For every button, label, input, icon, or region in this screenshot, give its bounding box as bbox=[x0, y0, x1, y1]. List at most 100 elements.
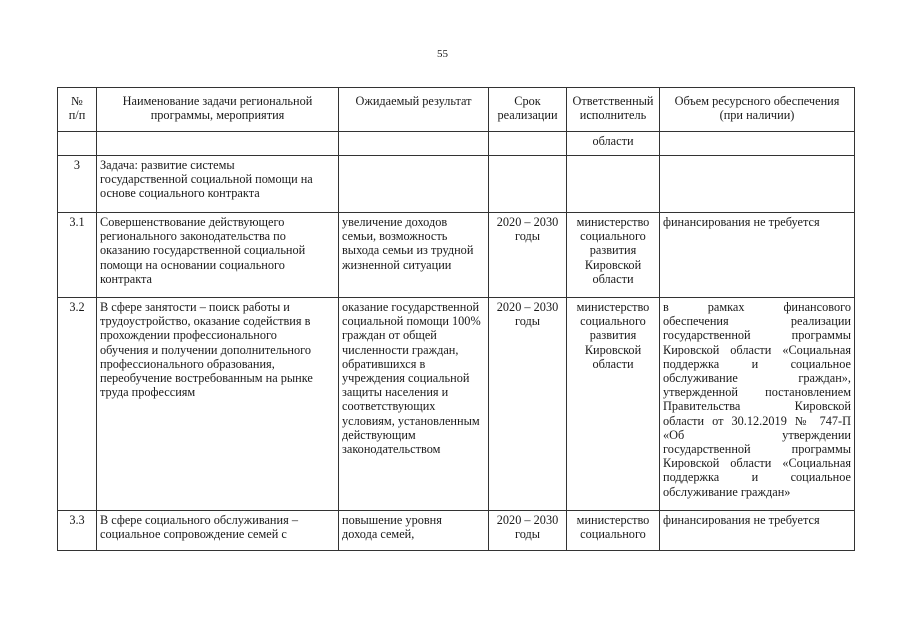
cell-text-line: министерство bbox=[576, 215, 650, 229]
cell-text-line: (при наличии) bbox=[719, 108, 795, 123]
cell-text-line: программы, мероприятия bbox=[150, 108, 285, 123]
cell-expected-result: увеличение доходов семьи, возможность выхо… bbox=[338, 212, 489, 298]
cell-text-line: Срок bbox=[514, 94, 541, 108]
cell-text-line: действующим bbox=[342, 427, 416, 442]
cell-text-line: условиям, установленным bbox=[342, 413, 480, 428]
cell-number: 3.1 bbox=[57, 212, 97, 298]
cell-text-line: реализации bbox=[497, 108, 558, 123]
cell-text-line: граждан от общей bbox=[342, 328, 437, 343]
cell-text-line: социальной помощи 100% bbox=[342, 314, 481, 329]
header-number: № п/п bbox=[57, 87, 97, 132]
header-expected-result: Ожидаемый результат bbox=[338, 87, 489, 132]
cell-text-line: 3.1 bbox=[69, 215, 85, 229]
cell-number: 3.3 bbox=[57, 510, 97, 551]
cell-text-line: годы bbox=[514, 229, 541, 244]
cell-text-line: регионального законодательства по bbox=[100, 229, 286, 244]
cell-text-line: семьи, возможность bbox=[342, 229, 448, 244]
cell-text-line: прохождении профессионального bbox=[100, 328, 277, 343]
cell-text-line: труда профессиям bbox=[100, 385, 196, 400]
cell-term: 2020 – 2030 годы bbox=[488, 510, 567, 551]
cell-resources: финансирования не требуется bbox=[659, 510, 855, 551]
cell-task-name: В сфере социального обслуживания – социал… bbox=[96, 510, 339, 551]
cell-text-line: 3.3 bbox=[69, 513, 85, 527]
cell-text-line: области bbox=[592, 134, 634, 148]
cell-text-line: 2020 – 2030 bbox=[496, 215, 559, 229]
cell-expected-result bbox=[338, 131, 489, 156]
cell-resources: финансирования не требуется bbox=[659, 212, 855, 298]
header-resources: Объем ресурсного обеспечения (при наличии… bbox=[659, 87, 855, 132]
cell-text-line: 2020 – 2030 bbox=[496, 513, 559, 527]
cell-expected-result: повышение уровня дохода семей, bbox=[338, 510, 489, 551]
cell-responsible: министерство социального bbox=[566, 510, 660, 551]
cell-expected-result bbox=[338, 155, 489, 213]
cell-text-line: соответствующих bbox=[342, 399, 436, 414]
cell-text-line: Правительства Кировской bbox=[663, 399, 851, 414]
cell-text-line: 3 bbox=[73, 158, 81, 172]
cell-text-line: помощи на основании социального bbox=[100, 257, 285, 272]
cell-text-line: поддержка и социальное bbox=[663, 470, 851, 485]
cell-text-line: учреждения социальной bbox=[342, 371, 470, 386]
cell-text-line: государственной программы bbox=[663, 328, 851, 343]
cell-text-line: министерство bbox=[576, 513, 650, 527]
table-row: области bbox=[57, 131, 855, 156]
cell-text-line: оказание государственной bbox=[342, 300, 480, 314]
cell-text-line: оказанию государственной социальной bbox=[100, 243, 306, 258]
cell-number: 3 bbox=[57, 155, 97, 213]
cell-text-line: 2020 – 2030 bbox=[496, 300, 559, 314]
cell-text-line: области bbox=[592, 356, 634, 371]
cell-text-line: № bbox=[71, 94, 83, 108]
cell-responsible bbox=[566, 155, 660, 213]
table-header-row: № п/п Наименование задачи региональной прог… bbox=[57, 87, 855, 132]
cell-text-line: численности граждан, bbox=[342, 342, 459, 357]
cell-term bbox=[488, 131, 567, 156]
cell-text-line: социального bbox=[580, 527, 646, 542]
cell-text-line: Задача: развитие системы bbox=[100, 158, 235, 172]
cell-text-line: дохода семей, bbox=[342, 527, 415, 542]
cell-task-name bbox=[96, 131, 339, 156]
header-task-name: Наименование задачи региональной программ… bbox=[96, 87, 339, 132]
cell-task-name: Совершенствование действующего региональн… bbox=[96, 212, 339, 298]
cell-text-line: контракта bbox=[100, 271, 153, 286]
cell-text-line: годы bbox=[514, 527, 541, 542]
cell-text-line: социального bbox=[580, 314, 646, 329]
cell-term bbox=[488, 155, 567, 213]
cell-responsible: области bbox=[566, 131, 660, 156]
cell-text-line: увеличение доходов bbox=[342, 215, 448, 229]
cell-term: 2020 – 2030 годы bbox=[488, 297, 567, 511]
cell-text-line: финансирования не требуется bbox=[663, 215, 820, 229]
cell-text-line: Ожидаемый результат bbox=[355, 94, 472, 108]
cell-text-line: повышение уровня bbox=[342, 513, 442, 527]
cell-resources bbox=[659, 131, 855, 156]
cell-text-line: годы bbox=[514, 314, 541, 329]
cell-number bbox=[57, 131, 97, 156]
cell-text-line: Совершенствование действующего bbox=[100, 215, 285, 229]
cell-text-line: «Об утверждении bbox=[663, 427, 851, 442]
cell-task-name: В сфере занятости – поиск работы и трудоу… bbox=[96, 297, 339, 511]
cell-text-line: трудоустройство, оказание содействия в bbox=[100, 314, 311, 329]
cell-text-line: социального bbox=[580, 229, 646, 244]
cell-text-line: Кировской области «Социальная bbox=[663, 456, 851, 471]
page-number: 55 bbox=[437, 48, 448, 60]
cell-resources: в рамках финансового обеспечения реализац… bbox=[659, 297, 855, 511]
cell-text-line: социальное сопровождение семей с bbox=[100, 527, 287, 542]
cell-text-line: государственной программы bbox=[663, 442, 851, 457]
cell-expected-result: оказание государственной социальной помощ… bbox=[338, 297, 489, 511]
cell-text-line: В сфере занятости – поиск работы и bbox=[100, 300, 290, 314]
cell-task-name: Задача: развитие системы государственной … bbox=[96, 155, 339, 213]
cell-text-line: обратившихся в bbox=[342, 356, 426, 371]
table-row: 3 Задача: развитие системы государственной… bbox=[57, 155, 855, 213]
cell-text-line: Кировской bbox=[584, 257, 642, 272]
table-row: 3.1 Совершенствование действующего региона… bbox=[57, 212, 855, 298]
cell-text-line: В сфере социального обслуживания – bbox=[100, 513, 298, 527]
cell-text-line: переобучение востребованным на рынке bbox=[100, 371, 313, 386]
cell-text-line: финансирования не требуется bbox=[663, 513, 820, 527]
cell-text-line: области bbox=[592, 271, 634, 286]
cell-text-line: обслуживание граждан», bbox=[663, 371, 851, 386]
cell-responsible: министерство социального развития Кировской… bbox=[566, 212, 660, 298]
cell-text-line: основе социального контракта bbox=[100, 186, 260, 201]
program-table: № п/п Наименование задачи региональной прог… bbox=[57, 87, 855, 551]
cell-text-line: законодательством bbox=[342, 442, 441, 457]
table-row: 3.2 В сфере занятости – поиск работы и тру… bbox=[57, 297, 855, 511]
cell-text-line: утвержденной постановлением bbox=[663, 385, 851, 400]
cell-term: 2020 – 2030 годы bbox=[488, 212, 567, 298]
